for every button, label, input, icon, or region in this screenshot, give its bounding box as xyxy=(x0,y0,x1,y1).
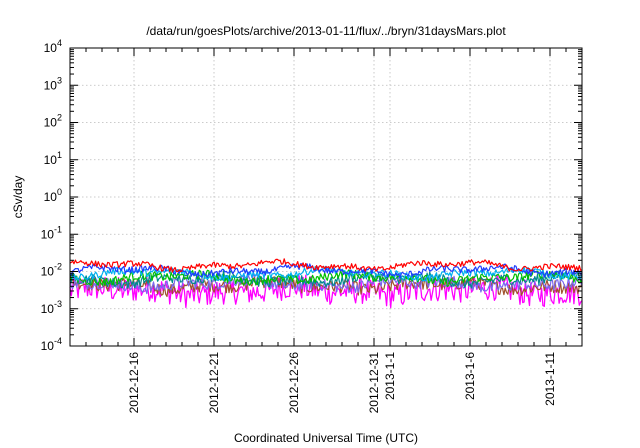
y-tick-base: 10 xyxy=(41,302,55,316)
x-axis-label: Coordinated Universal Time (UTC) xyxy=(234,431,418,445)
x-tick-label: 2012-12-31 xyxy=(367,352,381,414)
y-tick-exponent: -1 xyxy=(54,224,62,234)
y-tick-exponent: -2 xyxy=(54,262,62,272)
y-tick-label: 103 xyxy=(44,75,62,92)
y-tick-base: 10 xyxy=(44,116,58,130)
y-tick-label: 10-3 xyxy=(41,299,62,316)
y-tick-exponent: 4 xyxy=(57,38,62,48)
y-tick-base: 10 xyxy=(41,227,55,241)
y-tick-exponent: 2 xyxy=(57,113,62,123)
grid xyxy=(70,48,582,346)
y-tick-exponent: 1 xyxy=(57,150,62,160)
y-tick-label: 100 xyxy=(44,187,62,204)
x-tick-label: 2012-12-26 xyxy=(287,352,301,414)
x-tick-label: 2012-12-21 xyxy=(207,352,221,414)
y-tick-base: 10 xyxy=(44,153,58,167)
y-axis-label: cSv/day xyxy=(11,176,25,219)
y-tick-base: 10 xyxy=(41,339,55,353)
series-line xyxy=(69,269,583,288)
chart-title: /data/run/goesPlots/archive/2013-01-11/f… xyxy=(146,24,506,38)
y-tick-label: 102 xyxy=(44,113,62,130)
y-tick-base: 10 xyxy=(41,265,55,279)
y-tick-base: 10 xyxy=(44,41,58,55)
series-line xyxy=(69,258,583,273)
x-axis: 2012-12-16 2012-12-21 2012-12-26 2012-12-31… xyxy=(69,48,583,414)
series-group xyxy=(69,258,583,309)
y-tick-base: 10 xyxy=(44,190,58,204)
y-tick-label: 10-4 xyxy=(41,336,62,353)
y-tick-base: 10 xyxy=(44,78,58,92)
series-line xyxy=(69,273,583,295)
x-tick-label: 2012-12-16 xyxy=(127,352,141,414)
x-tick-label: 2013-1-1 xyxy=(383,352,397,400)
y-tick-exponent: -3 xyxy=(54,299,62,309)
x-tick-label: 2013-1-11 xyxy=(543,352,557,406)
y-tick-exponent: 3 xyxy=(57,75,62,85)
y-tick-exponent: 0 xyxy=(57,187,62,197)
y-tick-label: 104 xyxy=(44,38,62,55)
y-tick-label: 10-2 xyxy=(41,262,62,279)
x-tick-label: 2013-1-6 xyxy=(463,352,477,400)
y-tick-label: 10-1 xyxy=(41,224,62,241)
y-tick-label: 101 xyxy=(44,150,62,167)
y-tick-exponent: -4 xyxy=(54,336,62,346)
